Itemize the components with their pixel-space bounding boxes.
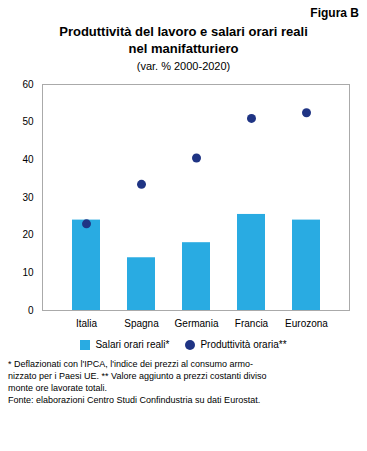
svg-text:40: 40 <box>22 154 34 165</box>
svg-text:Italia: Italia <box>76 318 98 329</box>
html-text:* Deflazionati con l'IPCA, l'i: * Deflazionati con l'IPCA, l'indice dei … <box>8 359 267 405</box>
html-text:(var. % 2000-2020): (var. % 2000-2020) <box>136 60 231 72</box>
svg-text:30: 30 <box>22 192 34 203</box>
html-text:Produttività oraria**: Produttività oraria** <box>200 339 287 350</box>
svg-text:Spagna: Spagna <box>124 318 159 329</box>
svg-text:0: 0 <box>28 305 34 316</box>
html-text:Salari orari reali*: Salari orari reali* <box>95 339 170 350</box>
html-text:Figura B: Figura B <box>310 6 359 20</box>
svg-text:Eurozona: Eurozona <box>285 318 328 329</box>
svg-text:Francia: Francia <box>235 318 269 329</box>
html-text:Produttività del lavoro e sala: Produttività del lavoro e salari orari r… <box>59 24 308 56</box>
svg-text:10: 10 <box>22 267 34 278</box>
svg-text:50: 50 <box>22 116 34 127</box>
svg-text:60: 60 <box>22 79 34 90</box>
svg-text:Germania: Germania <box>175 318 219 329</box>
svg-text:20: 20 <box>22 229 34 240</box>
